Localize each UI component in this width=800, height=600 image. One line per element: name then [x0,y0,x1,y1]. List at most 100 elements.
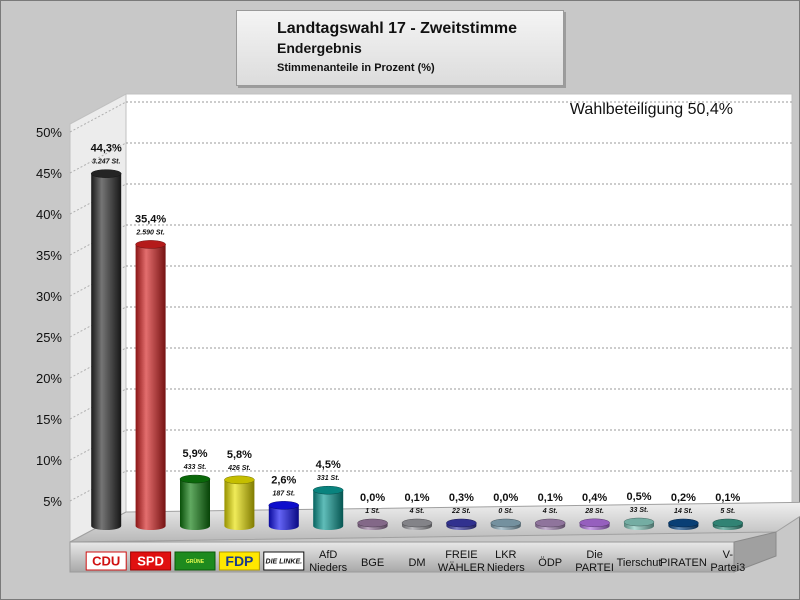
category-label: Nieders [309,562,347,574]
floor-side [733,531,777,573]
bar [90,169,122,530]
party-logo-box [85,551,127,571]
value-label: 0,5% [626,491,651,503]
category-label: Die [586,549,603,561]
category-label: PIRATEN [660,557,707,569]
y-tick-label: 10% [36,453,62,468]
y-tick-label: 15% [36,412,62,427]
category-label: SPD [137,554,164,569]
bar-top [179,474,211,484]
category-label: FDP [225,553,253,569]
y-tick-label: 20% [36,371,62,386]
party-logo: FDP [218,551,260,571]
bar-body [135,244,166,530]
party-logo: CDU [85,551,127,571]
value-label: 0,0% [493,492,518,504]
y-tick-label: 25% [36,330,62,345]
bar-top [312,485,344,495]
category-label: Partei3 [710,562,745,574]
value-label: 0,1% [538,492,563,504]
bar-top [90,169,122,178]
bar [401,518,433,530]
votes-label: 4 St. [542,508,558,515]
votes-label: 426 St. [227,465,251,472]
bar [712,518,744,530]
chart-title: Landtagswahl 17 - Zweitstimme [277,20,518,37]
y-tick-label: 5% [43,494,62,509]
y-tick-label: 45% [36,166,62,181]
party-logo: SPD [130,551,172,571]
bar-top [135,240,166,249]
bar [490,518,522,530]
category-label: CDU [92,554,120,569]
category-label: FREIE [445,549,477,561]
votes-label: 1 St. [365,508,380,515]
gridline-side [69,101,127,133]
category-label: DIE LINKE. [266,559,303,566]
bar-top [268,501,300,510]
bar-top [623,517,655,527]
votes-label: 33 St. [630,507,649,514]
bar-body [313,490,344,530]
party-logo: GRÜNE [174,551,216,571]
bar-top [401,518,433,528]
votes-label: 2.590 St. [135,229,164,236]
y-tick-label: 50% [36,125,62,140]
y-tick-label: 30% [36,289,62,304]
category-label: AfD [319,549,337,561]
bar-top [712,518,744,528]
value-label: 0,1% [404,492,429,504]
category-label: PARTEI [575,562,614,574]
bar [179,474,211,530]
value-label: 0,2% [671,492,696,504]
category-label: ÖDP [538,557,562,569]
value-label: 4,5% [316,459,341,471]
bar-body [224,479,255,530]
gridline-side [69,142,127,174]
bar-top [446,518,477,528]
votes-label: 433 St. [183,464,207,471]
votes-label: 331 St. [317,475,340,482]
value-label: 0,3% [449,492,474,504]
bar [357,518,388,530]
bar-top [224,475,255,485]
party-logo-box [263,551,305,571]
bar-top [534,518,566,528]
votes-label: 22 St. [451,508,471,515]
bar [446,518,477,530]
party-logo-box [218,551,260,571]
value-label: 2,6% [271,474,296,486]
category-label: LKR [495,549,516,561]
title-box: Landtagswahl 17 - Zweitstimme Endergebni… [236,10,564,86]
value-label: 5,9% [182,448,207,460]
turnout-label: Wahlbeteiligung 50,4% [570,101,733,118]
bar [668,518,699,530]
bar-top [357,518,388,528]
votes-label: 28 St. [584,508,604,515]
votes-label: 187 St. [273,490,296,497]
category-label: BGE [361,557,384,569]
category-label: Tierschut [617,557,662,569]
category-label: WÄHLER [438,562,485,574]
chart-caption: Stimmenanteile in Prozent (%) [277,62,435,74]
bar [534,518,566,530]
chart-subtitle: Endergebnis [277,40,362,56]
votes-label: 0 St. [498,508,513,515]
category-label: GRÜNE [186,558,205,565]
value-label: 0,4% [582,492,607,504]
value-label: 44,3% [91,143,122,155]
party-logo: DIE LINKE. [263,551,305,571]
value-label: 35,4% [135,213,166,225]
bar [268,501,300,530]
bar [135,240,166,530]
bar-top [579,518,610,528]
value-label: 5,8% [227,449,252,461]
votes-label: 3.247 St. [92,159,120,166]
votes-label: 4 St. [409,508,425,515]
category-label: V- [723,549,734,561]
bar [224,475,255,530]
bar-body [180,479,210,530]
y-tick-label: 35% [36,248,62,263]
party-logo-box [130,551,172,571]
